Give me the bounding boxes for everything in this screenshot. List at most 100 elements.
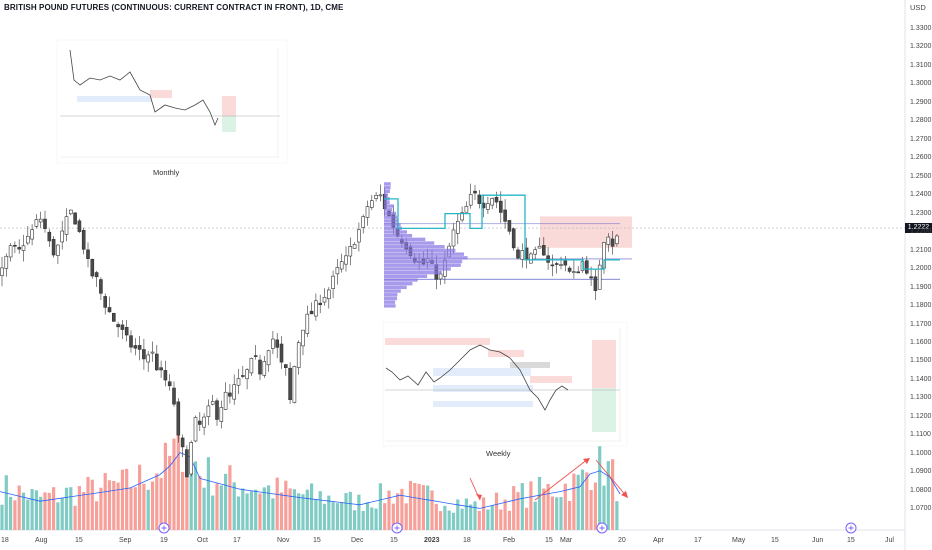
- candle-body: [142, 349, 146, 360]
- volume-bar: [593, 482, 597, 530]
- candle-body: [198, 420, 202, 425]
- candle-body: [559, 264, 563, 266]
- candle: [51, 236, 56, 258]
- candle-body: [339, 261, 344, 270]
- volume-bar: [168, 455, 172, 530]
- currency-label: USD: [910, 3, 926, 12]
- candle: [133, 338, 138, 356]
- y-tick-label: 1.1800: [910, 302, 932, 310]
- volume-bar: [499, 509, 503, 530]
- volume-bar: [146, 489, 150, 530]
- candle-body: [107, 307, 112, 313]
- event-marker-icon: [158, 522, 170, 534]
- candle: [357, 222, 361, 252]
- monthly-demand-zone: [77, 96, 152, 102]
- y-tick-label: 1.1900: [910, 283, 932, 291]
- candle-body: [486, 203, 490, 210]
- volume-bar: [4, 475, 8, 530]
- y-tick-label: 1.2800: [910, 117, 932, 125]
- x-tick-label: 18: [1, 537, 9, 544]
- event-marker-glyph: [394, 525, 400, 531]
- volume-bar: [155, 473, 159, 530]
- candle-body: [262, 361, 267, 376]
- volume-bar: [447, 510, 451, 530]
- candle-body: [99, 279, 103, 294]
- volume-bar: [374, 508, 378, 530]
- volume-bar: [580, 469, 585, 530]
- monthly-stop-zone: [222, 116, 236, 132]
- candle-body: [215, 400, 219, 420]
- volume-profile-bar: [384, 204, 394, 208]
- volume-bar: [301, 494, 305, 530]
- candle: [112, 312, 116, 322]
- x-tick-label: Aug: [35, 537, 48, 544]
- candle: [215, 398, 219, 426]
- candle-body: [60, 230, 65, 243]
- candle: [137, 336, 142, 361]
- y-tick-label: 1.2500: [910, 172, 932, 180]
- candle-body: [90, 258, 95, 277]
- candle-body: [64, 216, 69, 235]
- candle: [584, 255, 589, 275]
- candle-body: [537, 245, 542, 249]
- candle: [529, 251, 533, 264]
- volume-bar: [219, 485, 223, 530]
- volume-bar: [90, 479, 94, 530]
- volume-bar: [555, 497, 559, 530]
- volume-bar: [404, 503, 408, 530]
- volume-bar: [456, 499, 460, 530]
- candle: [172, 381, 176, 407]
- candle: [56, 244, 60, 265]
- volume-bar: [267, 485, 271, 530]
- volume-bar: [335, 503, 339, 530]
- candle-body: [344, 255, 348, 265]
- candle-body: [541, 245, 546, 256]
- arrow-line: [595, 459, 628, 498]
- volume-histogram: [0, 430, 621, 530]
- candle-body: [180, 437, 185, 448]
- candle: [348, 237, 353, 266]
- candle-body: [223, 391, 228, 410]
- volume-profile-bar: [384, 282, 413, 286]
- candle-body: [576, 271, 581, 274]
- candle-body: [520, 250, 525, 260]
- candle-body: [314, 300, 318, 317]
- volume-bar: [615, 501, 619, 530]
- candle: [180, 434, 185, 458]
- candle: [520, 243, 525, 268]
- candle-body: [597, 264, 602, 290]
- candle: [103, 293, 107, 315]
- volume-bar: [172, 438, 176, 530]
- volume-bar: [30, 489, 34, 530]
- candle: [13, 241, 17, 254]
- x-tick-label: 15: [313, 537, 321, 544]
- y-tick-label: 1.2200: [910, 228, 932, 236]
- x-tick-label: 20: [618, 537, 626, 544]
- candle: [378, 184, 383, 202]
- weekly-supply-zone: [385, 338, 490, 345]
- volume-bar: [589, 490, 593, 530]
- candle: [606, 233, 611, 252]
- volume-profile-bar: [384, 267, 451, 271]
- candle: [352, 242, 357, 249]
- candle: [339, 253, 344, 273]
- candle: [451, 223, 456, 254]
- volume-bar: [310, 483, 314, 530]
- volume-bar: [163, 442, 167, 530]
- x-tick-label: 18: [463, 537, 471, 544]
- volume-profile-bar: [384, 182, 391, 186]
- volume-bar: [525, 507, 529, 530]
- inset-layer: [56, 39, 628, 447]
- candle-body: [47, 231, 52, 242]
- volume-bar: [473, 501, 477, 530]
- candle-body: [326, 289, 331, 300]
- candle: [120, 320, 125, 340]
- zone-layer: [0, 216, 905, 280]
- candle-body: [361, 216, 366, 228]
- volume-bar: [26, 499, 30, 530]
- candle-body: [185, 449, 189, 478]
- volume-bar: [116, 482, 120, 530]
- volume-bar: [193, 461, 198, 530]
- volume-bar: [550, 496, 554, 530]
